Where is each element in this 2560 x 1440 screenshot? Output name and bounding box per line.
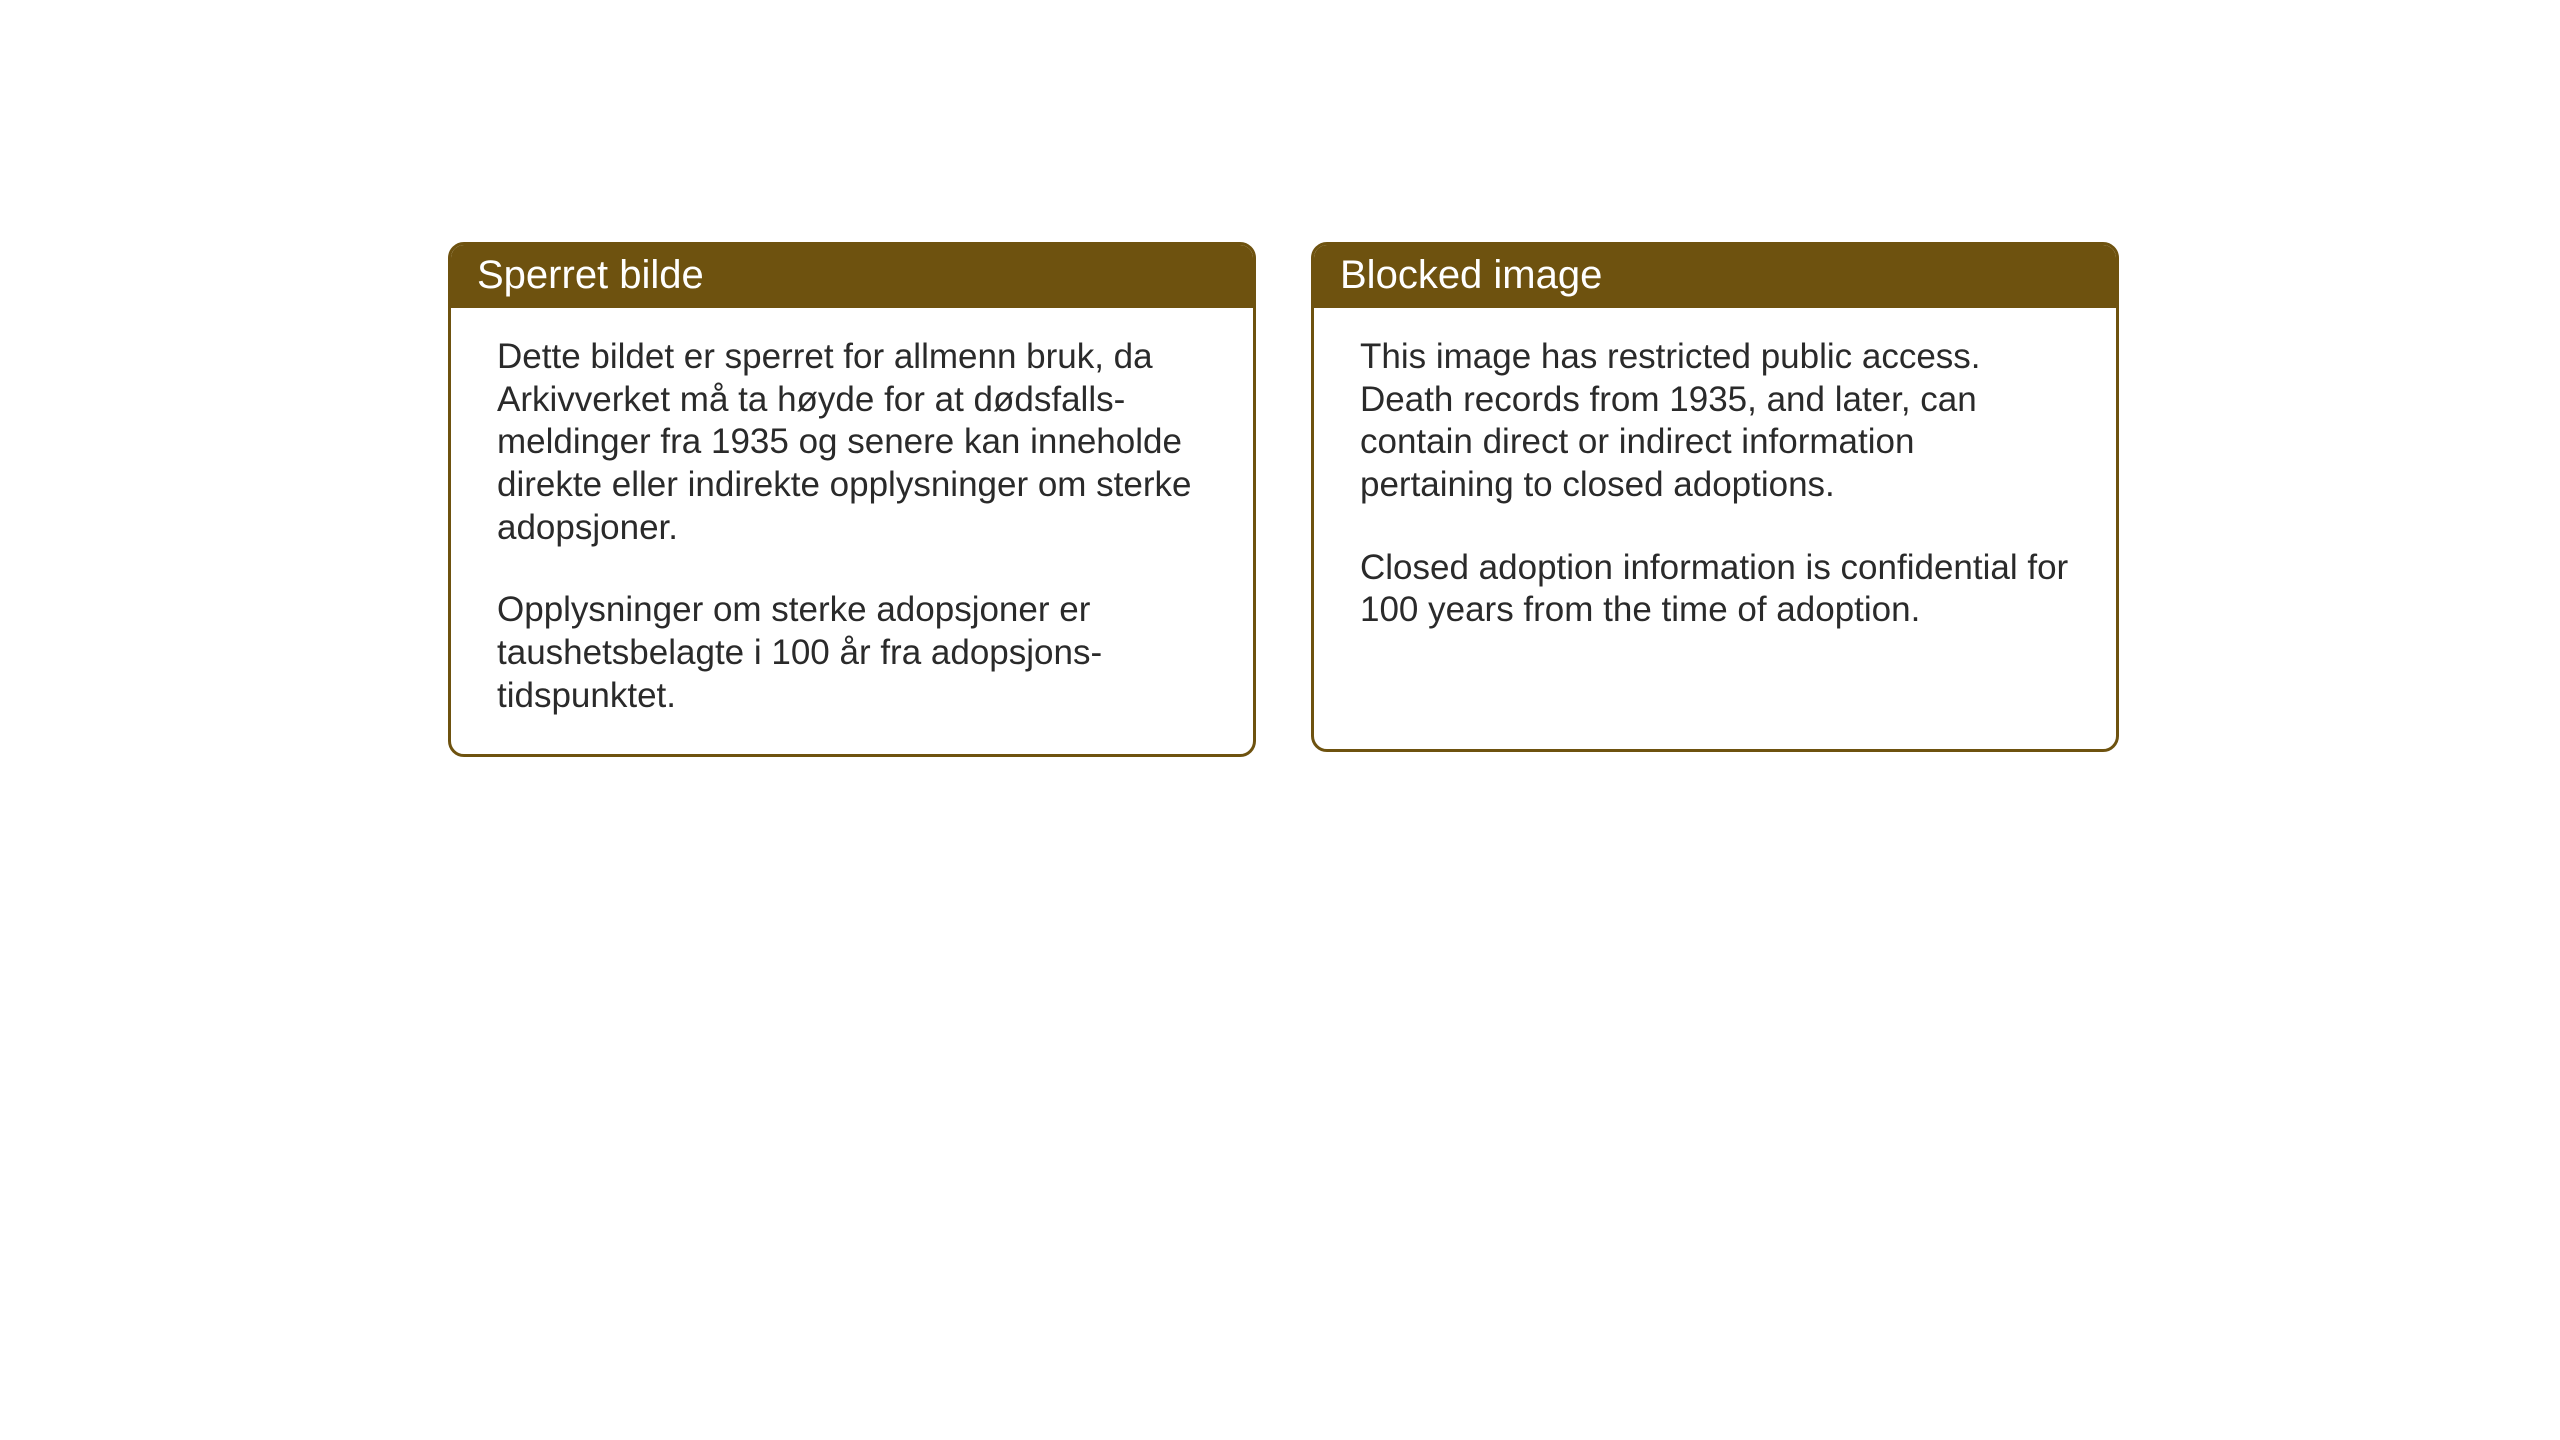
notice-card-english: Blocked image This image has restricted … [1311, 242, 2119, 752]
notice-cards-container: Sperret bilde Dette bildet er sperret fo… [448, 242, 2119, 757]
notice-paragraph-2-english: Closed adoption information is confident… [1360, 547, 2076, 632]
notice-header-norwegian: Sperret bilde [451, 245, 1253, 308]
notice-paragraph-2-norwegian: Opplysninger om sterke adopsjoner er tau… [497, 589, 1213, 717]
notice-body-english: This image has restricted public access.… [1314, 308, 2116, 668]
notice-paragraph-1-english: This image has restricted public access.… [1360, 336, 2076, 507]
notice-header-english: Blocked image [1314, 245, 2116, 308]
notice-body-norwegian: Dette bildet er sperret for allmenn bruk… [451, 308, 1253, 754]
notice-paragraph-1-norwegian: Dette bildet er sperret for allmenn bruk… [497, 336, 1213, 549]
notice-card-norwegian: Sperret bilde Dette bildet er sperret fo… [448, 242, 1256, 757]
